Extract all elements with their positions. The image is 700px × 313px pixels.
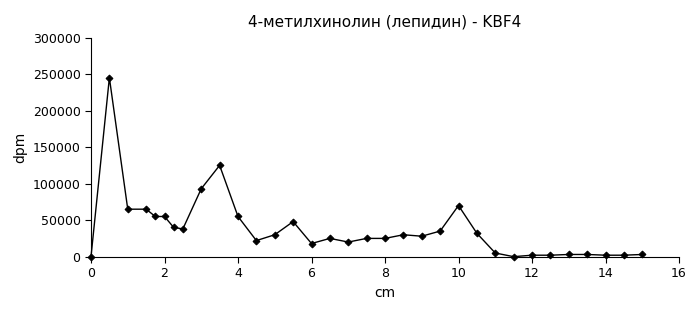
Title: 4-метилхинолин (лепидин) - KBF4: 4-метилхинолин (лепидин) - KBF4	[248, 14, 522, 29]
Y-axis label: dpm: dpm	[13, 131, 27, 163]
X-axis label: cm: cm	[374, 286, 395, 300]
